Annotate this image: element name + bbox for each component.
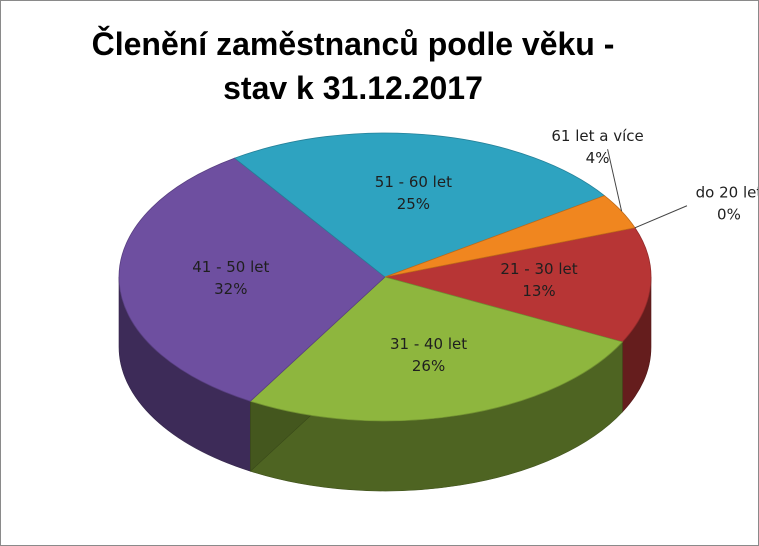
pie-leader-lines [607,149,688,229]
pie-slice-1 [384,227,652,343]
pie-slice-3 [118,157,386,402]
pie-slice-2 [249,276,624,422]
slice-percent-3: 32% [214,280,247,298]
slice-percent-2: 26% [412,357,445,375]
pie-labels: do 20 let 0% 21 - 30 let 13% 31 - 40 let 26% 4… [192,127,758,375]
slice-label-0: do 20 let [696,184,758,202]
slice-percent-4: 25% [397,195,430,213]
pie-slice-5 [384,195,636,278]
slice-label-1: 21 - 30 let [500,260,577,278]
leader-line-5 [607,149,623,212]
slice-percent-1: 13% [522,282,555,300]
leader-line-0 [634,205,688,229]
slice-percent-0: 0% [717,206,741,224]
slice-percent-5: 4% [586,149,610,167]
chart-title-line-2: stav k 31.12.2017 [223,70,483,106]
pie-tops [118,132,652,422]
slice-label-3: 41 - 50 let [192,258,269,276]
slice-label-4: 51 - 60 let [375,173,452,191]
chart-title-line-1: Členění zaměstnanců podle věku - [92,26,615,62]
slice-label-2: 31 - 40 let [390,335,467,353]
slice-label-5: 61 let a více [551,127,643,145]
pie-slice-4 [233,132,606,278]
